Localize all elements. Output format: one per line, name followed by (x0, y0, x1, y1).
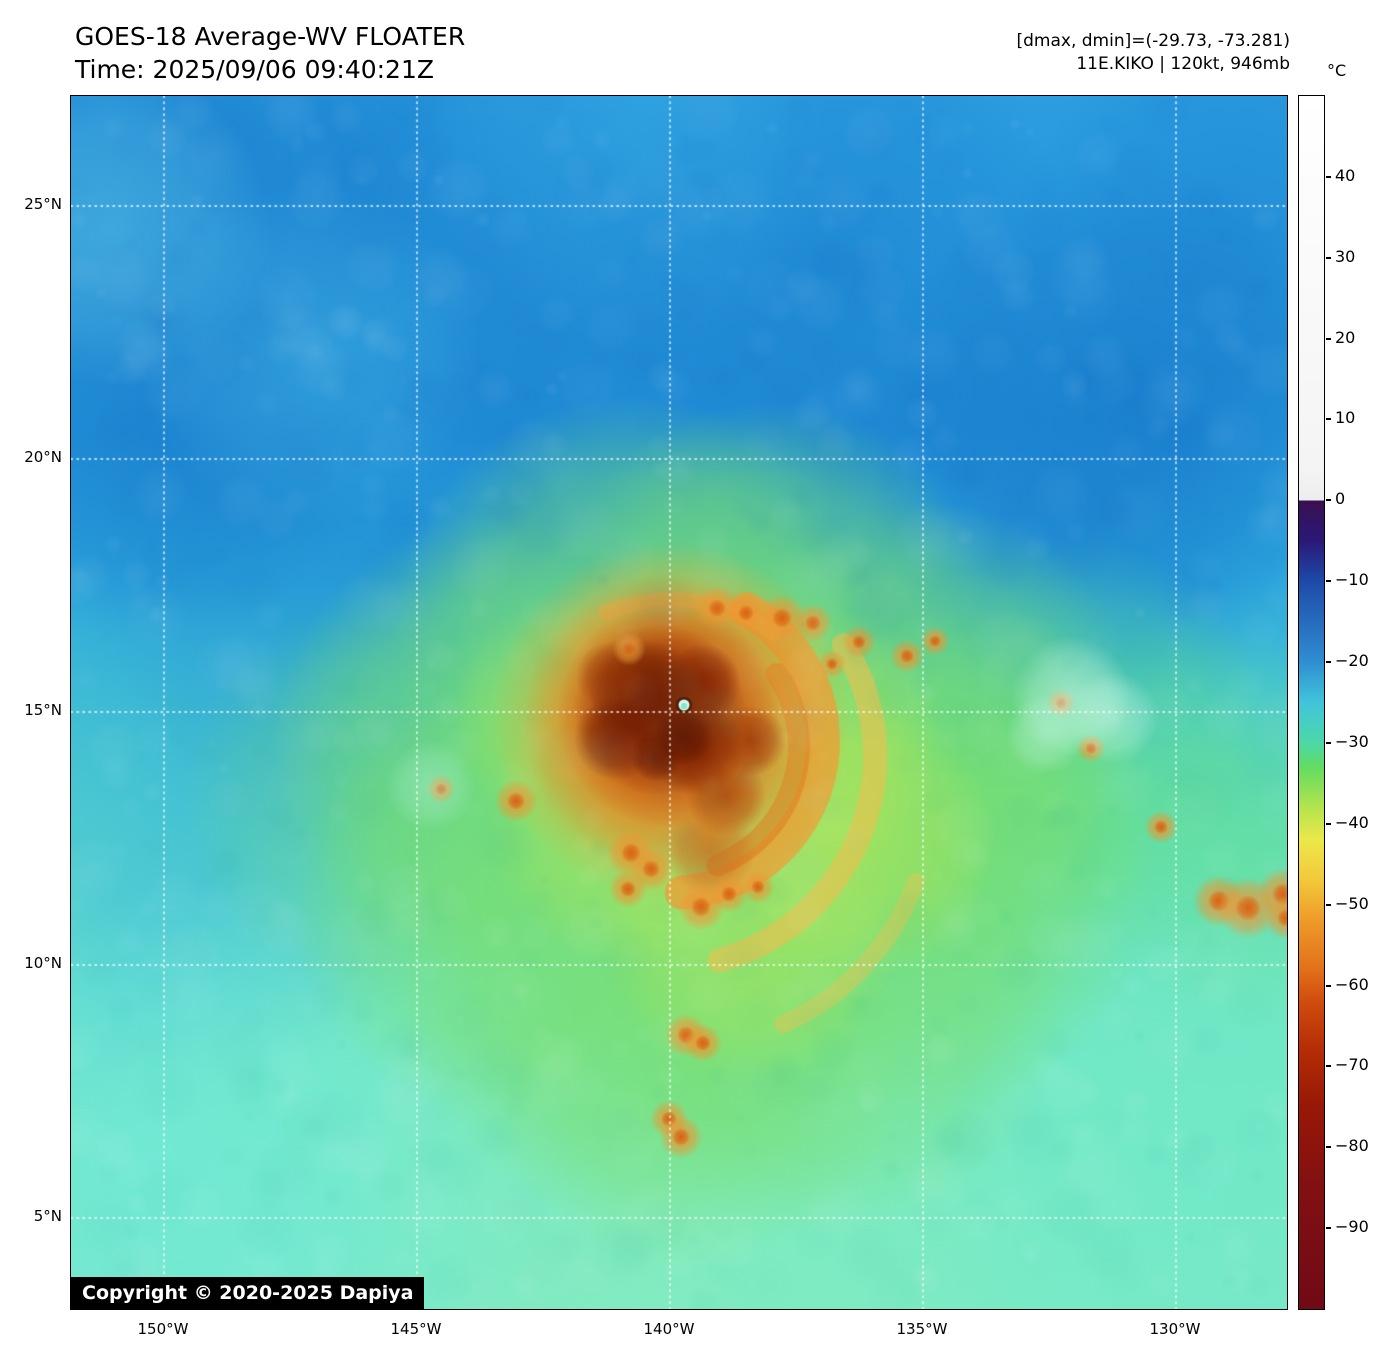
colorbar-tick-label: −20 (1335, 651, 1369, 671)
colorbar-tick (1326, 741, 1331, 744)
lat-tick-label: 5°N (33, 1207, 62, 1225)
colorbar-tick (1326, 418, 1331, 421)
copyright-badge: Copyright © 2020-2025 Dapiya (71, 1277, 425, 1309)
colorbar-tick-label: −70 (1335, 1055, 1369, 1075)
temperature-colorbar (1298, 95, 1325, 1310)
lon-tick-label: 135°W (896, 1320, 948, 1338)
colorbar-tick (1326, 499, 1331, 502)
colorbar-tick-label: −10 (1335, 570, 1369, 590)
colorbar-tick-label: −50 (1335, 893, 1369, 913)
colorbar-unit-label: °C (1327, 61, 1347, 80)
lat-tick-label: 20°N (24, 448, 62, 466)
colorbar-tick (1326, 580, 1331, 583)
colorbar-tick-label: 40 (1335, 165, 1356, 185)
figure-title: GOES-18 Average-WV FLOATER (75, 22, 466, 51)
colorbar-tick (1326, 661, 1331, 664)
colorbar-tick (1326, 337, 1331, 340)
colorbar-tick-label: 30 (1335, 246, 1356, 266)
lon-tick-label: 140°W (643, 1320, 695, 1338)
satellite-map: Copyright © 2020-2025 Dapiya (70, 95, 1288, 1310)
colorbar-tick (1326, 903, 1331, 906)
colorbar-tick (1326, 1065, 1331, 1068)
colorbar-tick-label: 10 (1335, 408, 1356, 428)
figure-title-block: GOES-18 Average-WV FLOATER Time: 2025/09… (75, 20, 465, 86)
lat-tick-label: 15°N (24, 701, 62, 719)
colorbar-tick (1326, 256, 1331, 259)
colorbar-tick (1326, 822, 1331, 825)
wv-imagery-canvas (71, 96, 1287, 1309)
colorbar-tick-label: −80 (1335, 1136, 1369, 1156)
colorbar-tick-label: −30 (1335, 731, 1369, 751)
dmax-dmin-readout: [dmax, dmin]=(-29.73, -73.281) (1016, 31, 1291, 51)
storm-info-readout: 11E.KIKO | 120kt, 946mb (1076, 54, 1290, 74)
colorbar-tick (1326, 1146, 1331, 1149)
figure-meta-block: [dmax, dmin]=(-29.73, -73.281) 11E.KIKO … (1017, 30, 1291, 76)
colorbar-tick-label: 20 (1335, 327, 1356, 347)
colorbar-tick-label: −40 (1335, 812, 1369, 832)
colorbar-tick (1326, 1227, 1331, 1230)
lon-tick-label: 150°W (137, 1320, 189, 1338)
lon-tick-label: 145°W (390, 1320, 442, 1338)
lat-tick-label: 25°N (24, 195, 62, 213)
lon-tick-label: 130°W (1149, 1320, 1201, 1338)
lat-tick-label: 10°N (24, 954, 62, 972)
colorbar-tick (1326, 984, 1331, 987)
figure-timestamp: Time: 2025/09/06 09:40:21Z (75, 55, 434, 84)
colorbar-tick (1326, 175, 1331, 178)
colorbar-tick-label: −90 (1335, 1217, 1369, 1237)
colorbar-tick-label: −60 (1335, 974, 1369, 994)
colorbar-tick-label: 0 (1335, 489, 1346, 509)
